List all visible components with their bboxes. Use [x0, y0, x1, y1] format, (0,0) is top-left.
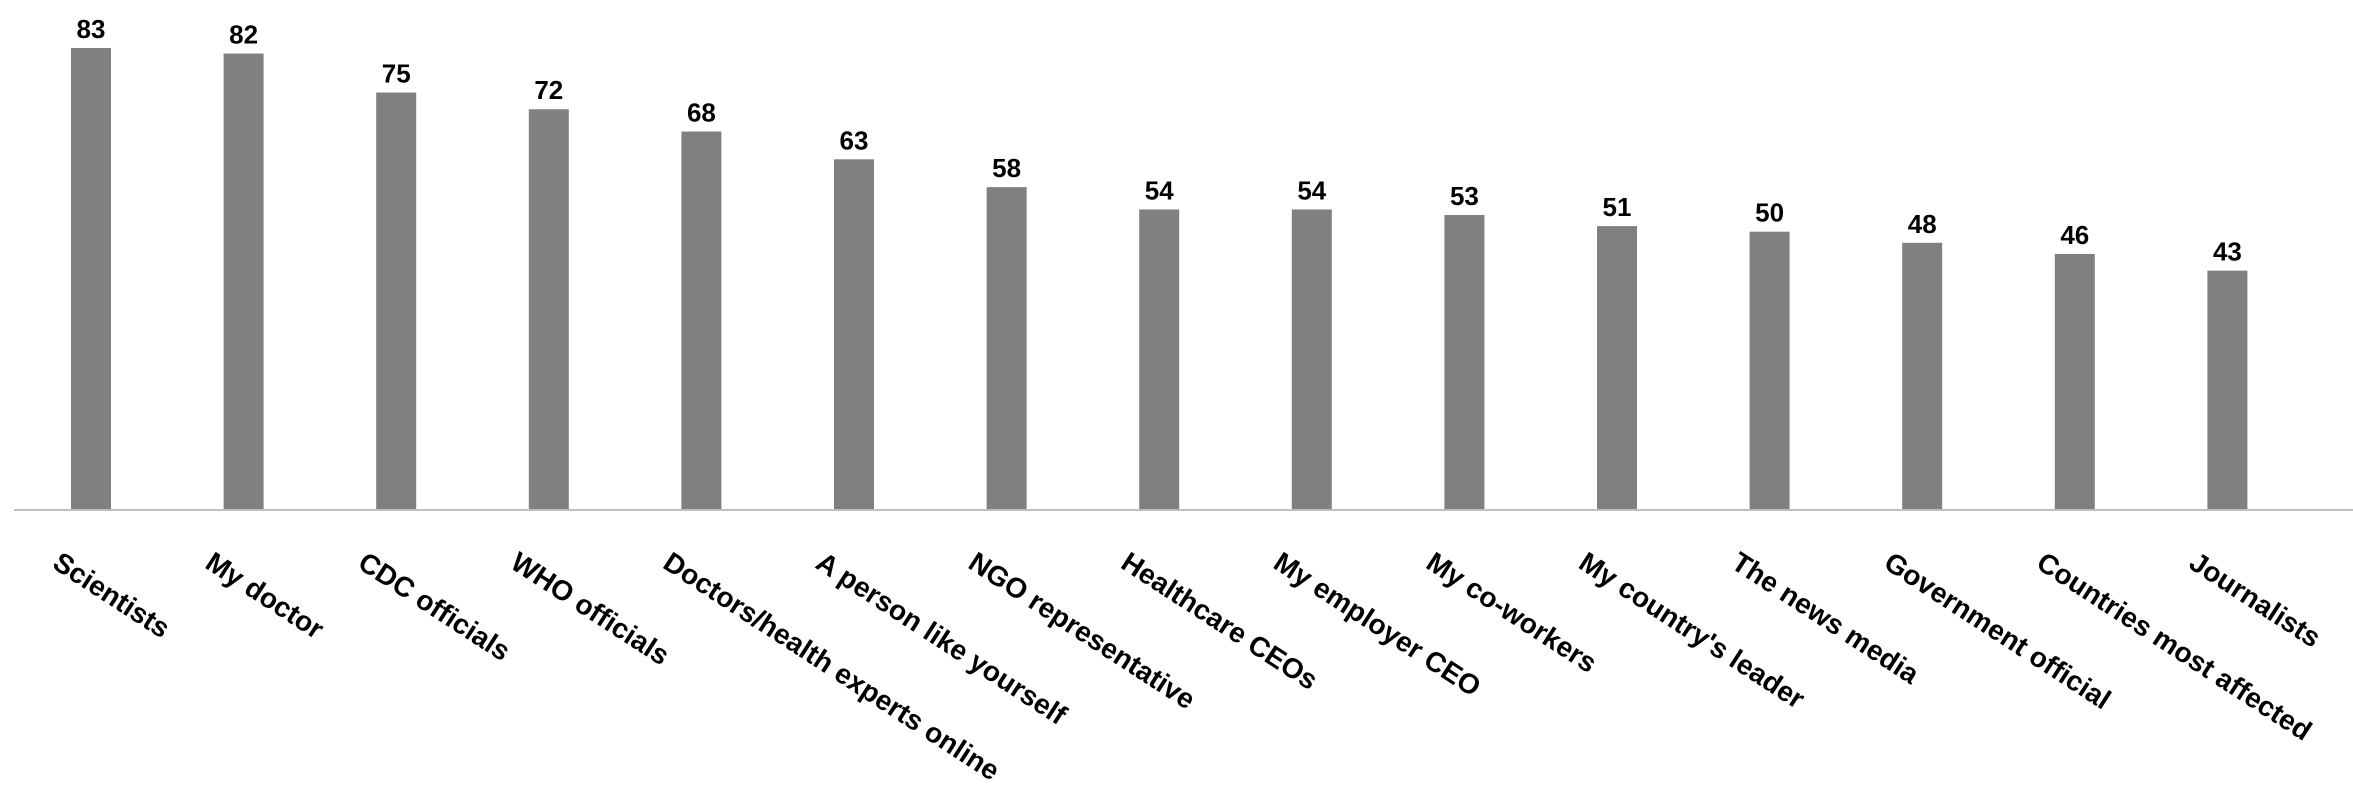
category-label: WHO officials: [506, 546, 676, 671]
bar: [1139, 209, 1180, 510]
bar-value-label: 54: [1145, 175, 1174, 205]
bar-value-label: 68: [687, 97, 716, 127]
bar-value-label: 51: [1603, 192, 1632, 222]
bar: [1597, 226, 1637, 510]
bar: [71, 48, 111, 510]
category-label: A person like yourself: [811, 546, 1073, 731]
bar: [834, 159, 874, 510]
category-label: Countries most affected: [2032, 546, 2318, 747]
bar: [2207, 270, 2248, 510]
bar: [528, 109, 569, 510]
bar: [2054, 253, 2095, 510]
bar: [223, 53, 264, 511]
bar: [986, 187, 1027, 511]
category-label: Journalists: [2184, 546, 2326, 653]
value-labels-group: 83 82 75 72 68 63 58 54 54 53 51 50 48 46 43: [77, 14, 2242, 267]
category-label: My doctor: [200, 546, 329, 645]
bar-value-label: 72: [534, 75, 563, 105]
bar: [1291, 209, 1332, 510]
bar: [1444, 214, 1485, 510]
bar-value-label: 63: [840, 125, 869, 155]
bar: [1749, 231, 1790, 510]
bar-value-label: 50: [1755, 198, 1784, 228]
bar-value-label: 43: [2213, 237, 2242, 267]
bar-value-label: 54: [1297, 175, 1326, 205]
bar: [1902, 242, 1943, 510]
bar-value-label: 75: [382, 59, 411, 89]
category-label: CDC officials: [353, 546, 516, 667]
bar-value-label: 48: [1908, 209, 1937, 239]
category-label: Scientists: [48, 546, 176, 644]
bar-value-label: 83: [77, 14, 106, 44]
bar: [681, 131, 722, 511]
bar: [376, 92, 417, 510]
bar-value-label: 58: [992, 153, 1021, 183]
bar-value-label: 46: [2060, 220, 2089, 250]
bar-value-label: 82: [229, 20, 258, 50]
bars-group: [71, 48, 2248, 511]
bar-value-label: 53: [1450, 181, 1479, 211]
